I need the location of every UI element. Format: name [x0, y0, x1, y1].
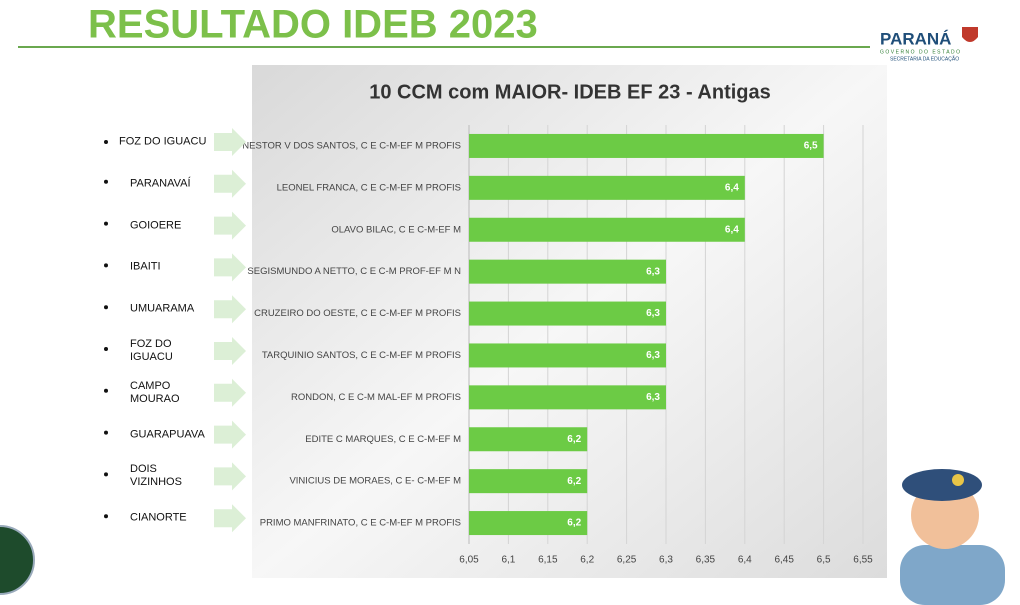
city-label: UMUARAMA [130, 302, 195, 315]
bar [469, 511, 588, 536]
badge-logo [0, 525, 35, 595]
x-tick-label: 6,4 [738, 555, 752, 566]
logo-sub: SECRETARIA DA EDUCAÇÃO [890, 55, 959, 62]
bullet [104, 179, 108, 184]
x-tick-label: 6,35 [696, 555, 716, 566]
bar-value-label: 6,2 [567, 434, 581, 445]
y-tick-label: LEONEL FRANCA, C E C-M-EF M PROFIS [277, 182, 461, 193]
logo-sub: GOVERNO DO ESTADO [880, 49, 962, 55]
bar [469, 469, 588, 494]
bullet [104, 430, 108, 435]
bullet [104, 140, 108, 144]
y-tick-label: TARQUINIO SANTOS, C E C-M-EF M PROFIS [262, 350, 461, 361]
city-label: IBAITI [130, 260, 161, 273]
x-tick-label: 6,15 [538, 555, 558, 566]
city-label: GOIOERE [130, 219, 182, 232]
y-tick-label: VINICIUS DE MORAES, C E- C-M-EF M [289, 476, 461, 487]
bar-value-label: 6,2 [567, 518, 581, 529]
x-tick-label: 6,3 [659, 555, 673, 566]
x-tick-label: 6,5 [817, 555, 831, 566]
bar [469, 385, 666, 410]
bar-value-label: 6,3 [646, 392, 660, 403]
x-tick-label: 6,05 [459, 555, 479, 566]
x-tick-label: 6,55 [853, 555, 873, 566]
bar [469, 343, 666, 368]
bullet [104, 347, 108, 351]
arrow [214, 253, 246, 282]
x-tick-label: 6,45 [774, 555, 794, 566]
logo-text: PARANÁ [880, 29, 951, 48]
arrow [214, 462, 246, 491]
bullet [104, 472, 108, 477]
bullet [104, 221, 108, 226]
y-tick-label: NESTOR V DOS SANTOS, C E C-M-EF M PROFIS [242, 140, 461, 151]
y-tick-label: CRUZEIRO DO OESTE, C E C-M-EF M PROFIS [254, 308, 461, 319]
bar-value-label: 6,3 [646, 266, 660, 277]
arrow [214, 504, 246, 533]
bar-value-label: 6,4 [725, 182, 739, 193]
y-tick-label: PRIMO MANFRINATO, C E C-M-EF M PROFIS [260, 518, 461, 529]
city-label: FOZ DO IGUACU [130, 338, 173, 363]
arrow [214, 420, 246, 449]
bar-value-label: 6,3 [646, 308, 660, 319]
city-label: PARANAVAÍ [130, 177, 191, 190]
x-tick-label: 6,25 [617, 555, 637, 566]
bullet [104, 263, 108, 268]
bar [469, 175, 745, 200]
city-label: GUARAPUAVA [130, 428, 205, 441]
bullet [104, 305, 108, 310]
bar [469, 259, 666, 284]
y-tick-label: SEGISMUNDO A NETTO, C E C-M PROF-EF M N [247, 266, 461, 277]
arrow [214, 378, 246, 407]
bar-value-label: 6,3 [646, 350, 660, 361]
arrow [214, 169, 246, 198]
bullet [104, 514, 108, 519]
y-tick-label: EDITE C MARQUES, C E C-M-EF M [305, 434, 461, 445]
bar-value-label: 6,5 [804, 141, 818, 152]
arrow [214, 295, 246, 324]
city-label: CAMPO MOURAO [130, 379, 180, 405]
arrow [214, 128, 246, 156]
city-label: FOZ DO IGUACU [119, 135, 207, 148]
y-tick-label: RONDON, C E C-M MAL-EF M PROFIS [291, 392, 461, 403]
bullet [104, 388, 108, 393]
mascot [900, 469, 1005, 605]
x-tick-label: 6,2 [580, 555, 594, 566]
city-label: CIANORTE [130, 511, 187, 524]
chart-title: 10 CCM com MAIOR- IDEB EF 23 - Antigas [369, 81, 771, 103]
bar [469, 217, 745, 242]
bar-value-label: 6,2 [567, 476, 581, 487]
bar [469, 133, 824, 158]
bar [469, 301, 666, 326]
bar-value-label: 6,4 [725, 224, 739, 235]
y-tick-label: OLAVO BILAC, C E C-M-EF M [331, 224, 461, 235]
arrow [214, 337, 246, 365]
slide-title: RESULTADO IDEB 2023 [88, 3, 538, 47]
city-label: DOIS VIZINHOS [130, 463, 182, 489]
x-tick-label: 6,1 [501, 555, 515, 566]
bar [469, 427, 588, 452]
logo-shield [962, 27, 978, 42]
arrow [214, 211, 246, 240]
